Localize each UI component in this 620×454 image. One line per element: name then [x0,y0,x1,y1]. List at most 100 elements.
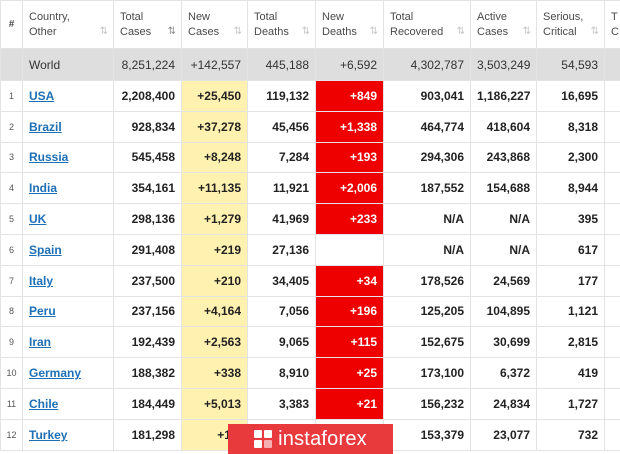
total-cases-cell: 237,500 [113,264,182,297]
column-header-active-cases[interactable]: Active Cases ⇅ [470,0,537,49]
new-deaths-cell: +1,338 [315,110,384,143]
truncated-cell [604,110,620,143]
new-cases-cell: +219 [181,233,248,266]
serious-critical-cell: 54,593 [536,48,605,81]
table-row: 10 Germany 188,382 +338 8,910 +25 173,100 6,372… [0,357,620,389]
column-header-new-deaths[interactable]: New Deaths ⇅ [315,0,384,49]
total-recovered-cell: 178,526 [383,264,471,297]
row-index: 9 [0,326,23,359]
new-cases-cell: +1,279 [181,203,248,235]
active-cases-cell: 24,569 [470,264,537,297]
serious-critical-cell: 8,318 [536,110,605,143]
active-cases-cell: 154,688 [470,172,537,205]
country-link[interactable]: UK [29,212,47,227]
column-header-index[interactable]: # [0,0,23,49]
country-cell: Italy [22,264,114,297]
truncated-cell [604,295,620,328]
serious-critical-cell: 419 [536,357,605,389]
instaforex-watermark: instaforex [228,424,393,454]
total-deaths-cell: 445,188 [247,48,316,81]
total-recovered-cell: 156,232 [383,387,471,420]
new-deaths-cell: +193 [315,141,384,174]
total-deaths-cell: 45,456 [247,110,316,143]
column-header-country[interactable]: Country, Other ⇅ [22,0,114,49]
total-recovered-cell: 464,774 [383,110,471,143]
total-deaths-cell: 7,284 [247,141,316,174]
sort-arrows-icon[interactable]: ⇅ [456,26,465,37]
sort-arrows-icon[interactable]: ⇅ [233,26,242,37]
column-header-total-recovered[interactable]: Total Recovered ⇅ [383,0,471,49]
active-cases-cell: N/A [470,233,537,266]
total-deaths-cell: 9,065 [247,326,316,359]
active-cases-cell: 24,834 [470,387,537,420]
table-row: 9 Iran 192,439 +2,563 9,065 +115 152,675 30,699… [0,326,620,359]
country-link[interactable]: Chile [29,396,59,411]
sort-arrows-icon[interactable]: ⇅ [369,26,378,37]
total-cases-cell: 192,439 [113,326,182,359]
new-cases-cell: +2,563 [181,326,248,359]
country-link[interactable]: Spain [29,242,62,257]
country-link[interactable]: Russia [29,150,69,165]
country-link[interactable]: India [29,181,58,196]
table-row: 5 UK 298,136 +1,279 41,969 +233 N/A N/A 395 [0,203,620,235]
country-cell: Iran [22,326,114,359]
country-link[interactable]: Brazil [29,119,62,134]
total-deaths-cell: 7,056 [247,295,316,328]
country-link[interactable]: Peru [29,304,56,319]
total-recovered-cell: 294,306 [383,141,471,174]
total-deaths-cell: 8,910 [247,357,316,389]
total-cases-cell: 184,449 [113,387,182,420]
new-deaths-cell: +196 [315,295,384,328]
new-deaths-cell [315,233,384,266]
country-link[interactable]: Italy [29,273,54,288]
new-cases-cell: +37,278 [181,110,248,143]
truncated-cell [604,357,620,389]
serious-critical-cell: 1,121 [536,295,605,328]
active-cases-cell: 23,077 [470,418,537,451]
country-cell: Turkey [22,418,114,451]
serious-critical-cell: 617 [536,233,605,266]
table-row: 6 Spain 291,408 +219 27,136 N/A N/A 617 [0,233,620,266]
country-link[interactable]: Iran [29,335,52,350]
row-index: 12 [0,418,23,451]
new-cases-cell: +11,135 [181,172,248,205]
truncated-cell [604,387,620,420]
serious-critical-cell: 8,944 [536,172,605,205]
column-header-total-cases[interactable]: Total Cases ⇅ [113,0,182,49]
table-row: 3 Russia 545,458 +8,248 7,284 +193 294,306 243,… [0,141,620,174]
column-header-truncated[interactable]: T C [604,0,620,49]
serious-critical-cell: 732 [536,418,605,451]
row-index: 6 [0,233,23,266]
row-index: 1 [0,80,23,112]
sort-arrows-icon[interactable]: ⇅ [167,26,176,37]
column-header-label: Total Deaths [254,10,289,38]
country-link[interactable]: Turkey [29,427,68,442]
sort-arrows-icon[interactable]: ⇅ [301,26,310,37]
total-recovered-cell: N/A [383,203,471,235]
truncated-cell [604,418,620,451]
country-link[interactable]: USA [29,88,55,103]
row-index: 2 [0,110,23,143]
serious-critical-cell: 395 [536,203,605,235]
total-cases-cell: 928,834 [113,110,182,143]
total-recovered-cell: 173,100 [383,357,471,389]
total-cases-cell: 181,298 [113,418,182,451]
total-recovered-cell: 903,041 [383,80,471,112]
total-recovered-cell: N/A [383,233,471,266]
total-recovered-cell: 125,205 [383,295,471,328]
country-link[interactable]: Germany [29,366,82,381]
country-cell: UK [22,203,114,235]
country-cell: Brazil [22,110,114,143]
serious-critical-cell: 2,815 [536,326,605,359]
table-row: 7 Italy 237,500 +210 34,405 +34 178,526 24,569 1… [0,264,620,297]
serious-critical-cell: 16,695 [536,80,605,112]
sort-arrows-icon[interactable]: ⇅ [522,26,531,37]
sort-arrows-icon[interactable]: ⇅ [99,26,108,37]
total-deaths-cell: 119,132 [247,80,316,112]
column-header-total-deaths[interactable]: Total Deaths ⇅ [247,0,316,49]
column-header-new-cases[interactable]: New Cases ⇅ [181,0,248,49]
column-header-serious-critical[interactable]: Serious, Critical ⇅ [536,0,605,49]
active-cases-cell: N/A [470,203,537,235]
sort-arrows-icon[interactable]: ⇅ [590,26,599,37]
world-total-row: World 8,251,224 +142,557 445,188 +6,592 … [0,48,620,81]
